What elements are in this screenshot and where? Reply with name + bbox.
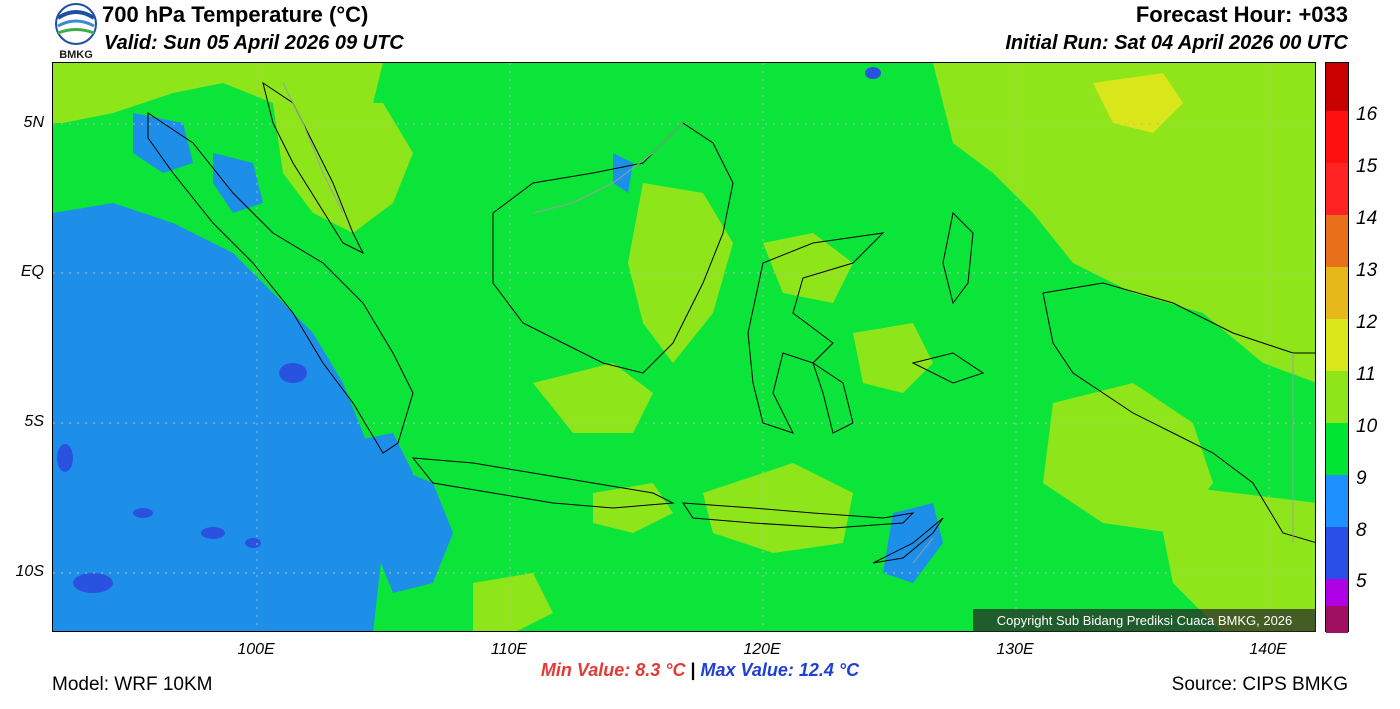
colorbar-label-10: 10: [1356, 416, 1378, 437]
colorbar-label-9: 9: [1356, 468, 1367, 489]
initial-run: Initial Run: Sat 04 April 2026 00 UTC: [1005, 32, 1348, 54]
logo-text: BMKG: [59, 49, 93, 60]
copyright-notice: Copyright Sub Bidang Prediksi Cuaca BMKG…: [973, 609, 1316, 632]
colorbar-label-13: 13: [1356, 260, 1378, 281]
warm-regions: [53, 63, 1315, 631]
cooler-regions: [57, 67, 881, 593]
lat-label-5n: 5N: [23, 114, 44, 131]
data-source: Source: CIPS BMKG: [1171, 674, 1348, 695]
lon-label-100e: 100E: [237, 641, 275, 658]
lon-label-130e: 130E: [996, 641, 1034, 658]
colorbar-segment: [1326, 215, 1348, 267]
max-value: Max Value: 12.4 °C: [700, 660, 860, 680]
min-max-values: Min Value: 8.3 °C | Max Value: 12.4 °C: [0, 660, 1400, 681]
colorbar-segment: [1326, 606, 1348, 633]
warmer-regions: [1093, 73, 1183, 133]
lat-label-5s: 5S: [24, 413, 44, 430]
colorbar-label-11: 11: [1356, 364, 1376, 385]
colorbar-label-15: 15: [1356, 156, 1378, 177]
lon-label-120e: 120E: [743, 641, 781, 658]
forecast-hour: Forecast Hour: +033: [1135, 2, 1348, 27]
colorbar-segment: [1326, 111, 1348, 163]
lat-label-eq: EQ: [20, 263, 44, 280]
model-name: Model: WRF 10KM: [52, 674, 213, 695]
min-max-separator: |: [690, 660, 696, 680]
bmkg-logo: BMKG: [52, 2, 100, 61]
colorbar-segment: [1326, 267, 1348, 319]
lat-label-10s: 10S: [15, 563, 44, 580]
temperature-colorbar: [1325, 62, 1349, 633]
temperature-map: [52, 62, 1316, 632]
colorbar-segment: [1326, 579, 1348, 606]
colorbar-segment: [1326, 423, 1348, 475]
colorbar-label-16: 16: [1356, 104, 1378, 125]
colorbar-label-8: 8: [1356, 520, 1367, 541]
country-borders: [282, 82, 1294, 564]
colorbar-label-14: 14: [1356, 208, 1378, 229]
lon-label-110e: 110E: [490, 641, 528, 658]
cool-regions: [53, 113, 943, 631]
colorbar-label-5: 5: [1356, 571, 1367, 592]
colorbar-segment: [1326, 319, 1348, 371]
map-title: 700 hPa Temperature (°C): [102, 2, 369, 27]
valid-time: Valid: Sun 05 April 2026 09 UTC: [104, 32, 404, 54]
lon-label-140e: 140E: [1249, 641, 1287, 658]
coastlines: [147, 81, 1315, 564]
colorbar-segment: [1326, 371, 1348, 423]
colorbar-segment: [1326, 63, 1348, 111]
colorbar-segment: [1326, 527, 1348, 579]
colorbar-segment: [1326, 163, 1348, 215]
map-canvas: [53, 63, 1315, 631]
min-value: Min Value: 8.3 °C: [540, 660, 686, 680]
colorbar-segment: [1326, 475, 1348, 527]
colorbar-label-12: 12: [1356, 312, 1378, 333]
